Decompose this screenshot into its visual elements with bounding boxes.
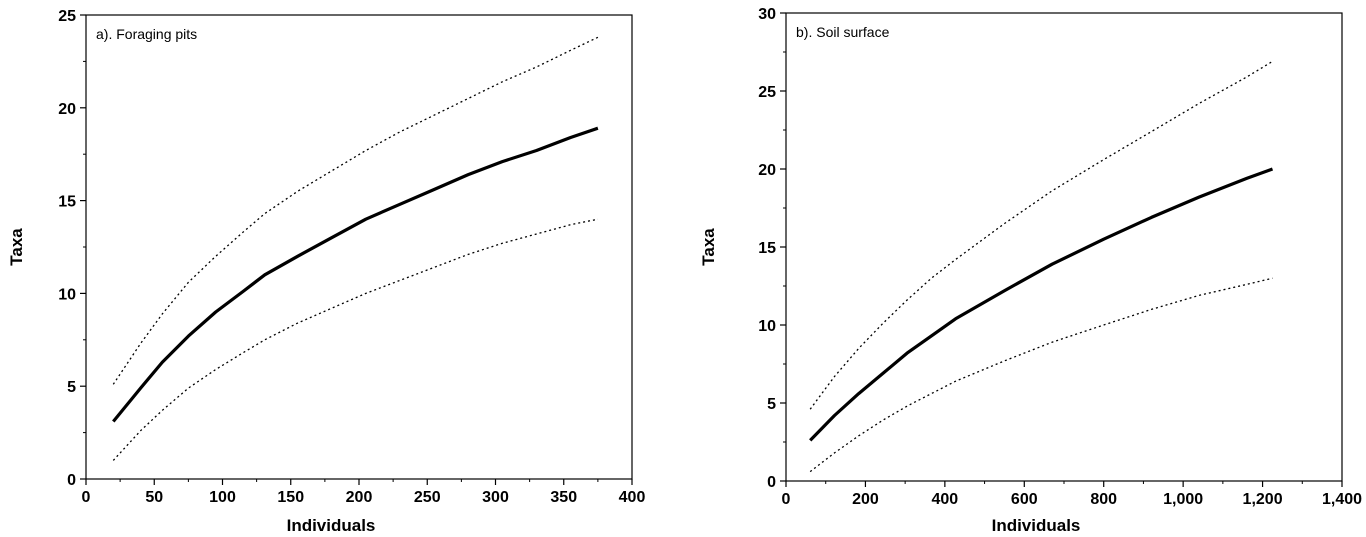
x-tick-label: 100: [209, 489, 236, 506]
x-tick-label: 0: [82, 489, 91, 506]
series-line-mean: [112, 126, 599, 423]
x-tick-label: 200: [852, 491, 879, 508]
x-tick-label: 50: [145, 489, 163, 506]
x-tick-label: 300: [482, 489, 509, 506]
x-tick-label: 150: [277, 489, 304, 506]
chart-panel-2: 0 200 400 600 800 1,000 1,200 1,400 0 5 10 15 20 25 30…: [699, 6, 1362, 535]
y-tick-label: 15: [58, 194, 76, 211]
y-tick-label: 20: [758, 162, 776, 179]
y-axis-title: Taxa: [7, 228, 26, 266]
y-tick-label: 15: [758, 240, 776, 257]
x-axis-title: Individuals: [992, 516, 1081, 535]
x-axis-title: Individuals: [287, 516, 376, 535]
x-tick-label: 400: [619, 489, 646, 506]
y-tick-label: 10: [758, 318, 776, 335]
panel-title: b). Soil surface: [796, 24, 890, 40]
y-tick-label: 0: [67, 472, 76, 489]
panel-title: a). Foraging pits: [96, 26, 197, 42]
x-tick-label: 200: [346, 489, 373, 506]
y-tick-label: 5: [767, 396, 776, 413]
series-line-upper-ci: [809, 60, 1273, 410]
y-tick-label: 10: [58, 286, 76, 303]
plot-frame: [85, 14, 633, 480]
y-tick-label: 30: [758, 6, 776, 23]
x-tick-label: 250: [414, 489, 441, 506]
y-tick-label: 25: [58, 8, 76, 25]
x-tick-label: 0: [782, 491, 791, 508]
y-tick-label: 5: [67, 379, 76, 396]
x-tick-label: 400: [932, 491, 959, 508]
series-line-upper-ci: [112, 36, 599, 385]
y-tick-label: 0: [767, 474, 776, 491]
x-tick-label: 800: [1090, 491, 1117, 508]
plot-frame: [785, 12, 1343, 482]
x-tick-label: 350: [550, 489, 577, 506]
x-tick-label: 1,000: [1163, 491, 1203, 508]
y-axis-title: Taxa: [699, 228, 718, 266]
chart-panel-1: 0 50 100 150 200 250 300 350 400 0 5 10 15 20 25 Indivi…: [7, 8, 645, 535]
series-line-lower-ci: [809, 277, 1273, 473]
y-tick-label: 25: [758, 84, 776, 101]
x-tick-label: 600: [1011, 491, 1038, 508]
x-tick-label: 1,400: [1322, 491, 1362, 508]
series-line-mean: [809, 167, 1274, 442]
y-tick-label: 20: [58, 101, 76, 118]
x-tick-label: 1,200: [1243, 491, 1283, 508]
